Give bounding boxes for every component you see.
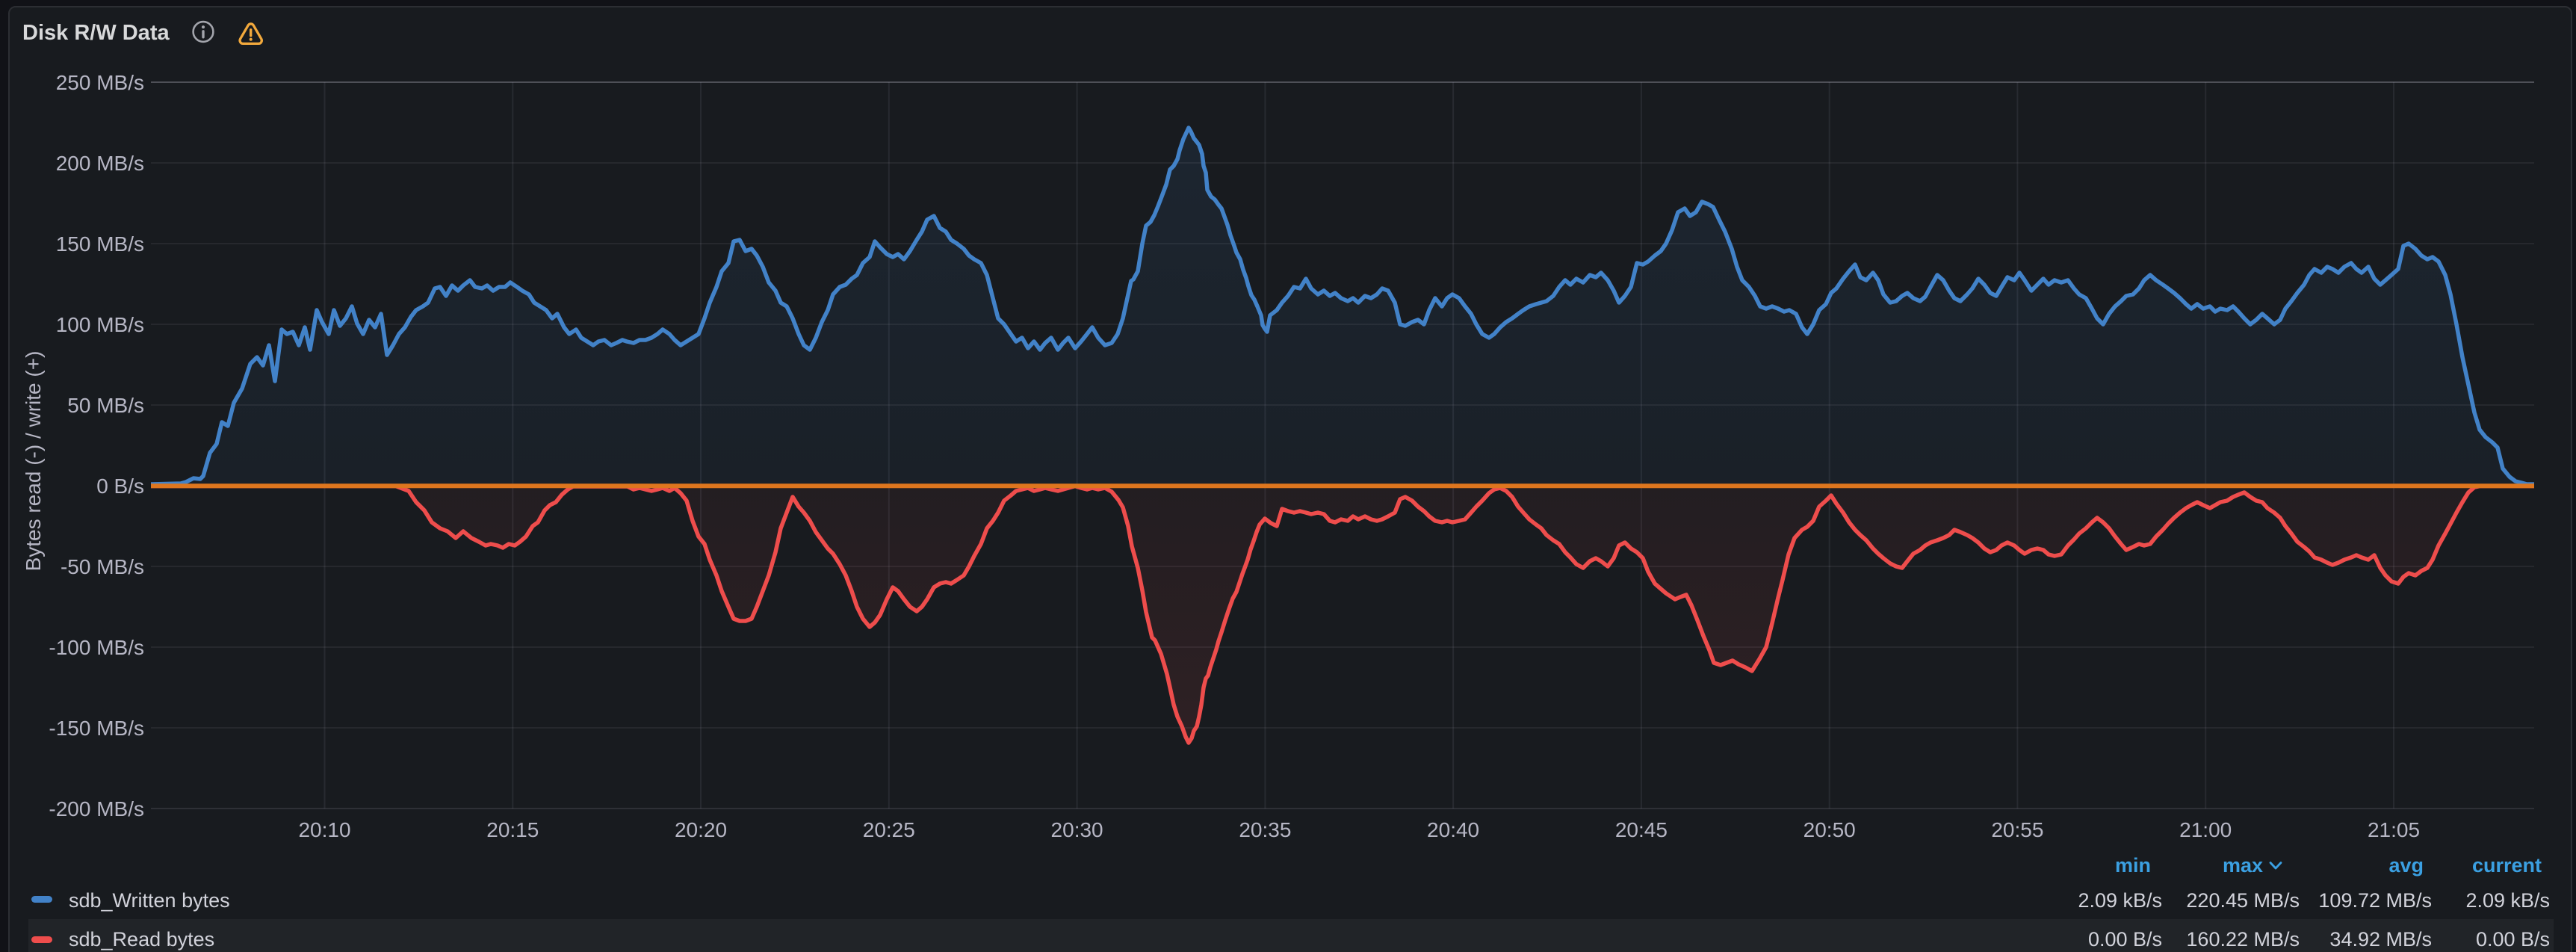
svg-text:current: current [2472, 854, 2542, 877]
svg-text:20:55: 20:55 [1991, 818, 2043, 841]
svg-text:-50 MB/s: -50 MB/s [61, 555, 144, 578]
svg-text:avg: avg [2388, 854, 2424, 877]
svg-text:20:35: 20:35 [1239, 818, 1291, 841]
svg-text:21:05: 21:05 [2368, 818, 2420, 841]
svg-text:20:25: 20:25 [863, 818, 915, 841]
svg-text:20:15: 20:15 [486, 818, 539, 841]
svg-text:150 MB/s: 150 MB/s [56, 232, 144, 256]
svg-text:sdb_Read bytes: sdb_Read bytes [69, 928, 214, 951]
svg-text:20:40: 20:40 [1427, 818, 1479, 841]
svg-text:0.00 B/s: 0.00 B/s [2476, 928, 2550, 951]
svg-text:100 MB/s: 100 MB/s [56, 313, 144, 336]
svg-text:21:00: 21:00 [2179, 818, 2232, 841]
svg-text:max: max [2223, 854, 2263, 877]
svg-text:250 MB/s: 250 MB/s [56, 71, 144, 94]
svg-text:2.09 kB/s: 2.09 kB/s [2078, 889, 2162, 912]
svg-text:20:10: 20:10 [298, 818, 350, 841]
svg-text:160.22 MB/s: 160.22 MB/s [2186, 928, 2300, 951]
svg-text:34.92 MB/s: 34.92 MB/s [2329, 928, 2432, 951]
svg-text:-200 MB/s: -200 MB/s [49, 797, 144, 820]
svg-text:20:50: 20:50 [1803, 818, 1856, 841]
svg-text:220.45 MB/s: 220.45 MB/s [2186, 889, 2300, 912]
svg-text:-150 MB/s: -150 MB/s [49, 717, 144, 740]
svg-text:-100 MB/s: -100 MB/s [49, 636, 144, 659]
svg-text:Disk R/W Data: Disk R/W Data [22, 21, 170, 45]
svg-text:min: min [2115, 854, 2151, 877]
svg-text:109.72 MB/s: 109.72 MB/s [2318, 889, 2432, 912]
svg-text:20:45: 20:45 [1615, 818, 1668, 841]
svg-text:2.09 kB/s: 2.09 kB/s [2465, 889, 2550, 912]
svg-text:20:20: 20:20 [675, 818, 727, 841]
svg-text:0 B/s: 0 B/s [96, 475, 144, 498]
svg-text:20:30: 20:30 [1051, 818, 1103, 841]
svg-text:50 MB/s: 50 MB/s [67, 394, 144, 417]
svg-text:Bytes read (-) / write (+): Bytes read (-) / write (+) [22, 351, 45, 572]
svg-text:0.00 B/s: 0.00 B/s [2088, 928, 2162, 951]
svg-text:sdb_Written bytes: sdb_Written bytes [69, 889, 230, 912]
svg-text:200 MB/s: 200 MB/s [56, 152, 144, 175]
